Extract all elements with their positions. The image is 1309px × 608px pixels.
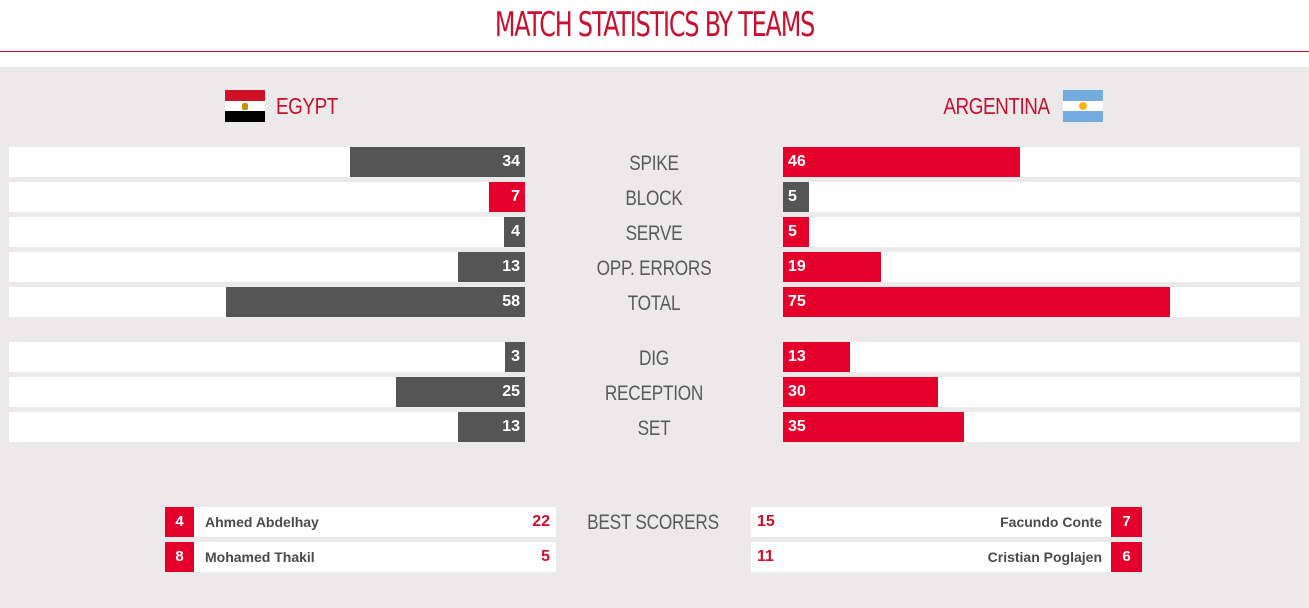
player-points: 22	[532, 513, 550, 530]
stat-value-left: 34	[502, 153, 520, 170]
stat-track-right: 46	[783, 147, 1300, 177]
stat-row: 58 TOTAL 75	[0, 287, 1309, 317]
team-name-left: EGYPT	[276, 93, 338, 119]
stat-value-right: 13	[788, 348, 806, 365]
stat-value-right: 30	[788, 383, 806, 400]
stat-label: BLOCK	[625, 187, 683, 210]
stat-value-left: 4	[511, 223, 520, 240]
stat-label: SERVE	[625, 222, 683, 245]
stat-track-left: 13	[9, 252, 525, 282]
flag-stripe	[225, 100, 265, 112]
stat-track-right: 5	[783, 217, 1300, 247]
stat-track-right: 19	[783, 252, 1300, 282]
scorer-row-right: 15 Facundo Conte 7	[751, 507, 1142, 537]
stat-row: 3 DIG 13	[0, 342, 1309, 372]
stat-track-left: 7	[9, 182, 525, 212]
stat-track-right: 30	[783, 377, 1300, 407]
stat-row: 25 RECEPTION 30	[0, 377, 1309, 407]
stat-track-right: 35	[783, 412, 1300, 442]
stat-bar-right: 35	[783, 412, 964, 442]
scorer-row-right: 11 Cristian Poglajen 6	[751, 542, 1142, 572]
flag-stripe	[225, 111, 265, 122]
stat-value-right: 5	[788, 188, 797, 205]
stat-value-left: 13	[502, 418, 520, 435]
title-header: MATCH STATISTICS BY TEAMS	[0, 0, 1309, 52]
stat-value-left: 13	[502, 258, 520, 275]
stat-label: OPP. ERRORS	[596, 257, 712, 280]
stat-value-right: 75	[788, 293, 806, 310]
stat-row: 34 SPIKE 46	[0, 147, 1309, 177]
stat-track-left: 34	[9, 147, 525, 177]
stat-label: TOTAL	[627, 292, 681, 315]
scorer-card: Ahmed Abdelhay 22	[194, 507, 556, 537]
flag-stripe	[1063, 90, 1103, 101]
stat-value-right: 5	[788, 223, 797, 240]
scorer-card: 11 Cristian Poglajen	[751, 542, 1111, 572]
stat-row: 13 OPP. ERRORS 19	[0, 252, 1309, 282]
stat-label: SET	[637, 417, 671, 440]
stat-value-right: 35	[788, 418, 806, 435]
stat-track-left: 13	[9, 412, 525, 442]
stat-track-right: 75	[783, 287, 1300, 317]
stat-value-left: 3	[511, 348, 520, 365]
stat-bar-left: 13	[457, 412, 525, 442]
stat-bar-right: 75	[783, 287, 1170, 317]
stat-bar-left: 34	[349, 147, 525, 177]
scorer-row-left: 4 Ahmed Abdelhay 22	[165, 507, 556, 537]
best-scorers-label: BEST SCORERS	[587, 511, 719, 534]
player-name: Facundo Conte	[1000, 514, 1102, 530]
stat-label: DIG	[639, 347, 669, 370]
player-name: Mohamed Thakil	[205, 549, 315, 565]
stat-value-left: 58	[502, 293, 520, 310]
stat-label: SPIKE	[629, 152, 679, 175]
stat-bar-right: 19	[783, 252, 882, 282]
flag-stripe	[225, 90, 265, 101]
stat-bar-left: 7	[488, 182, 525, 212]
argentina-flag-icon	[1063, 90, 1103, 122]
stat-bar-right: 5	[783, 182, 809, 212]
stat-bar-left: 4	[504, 217, 525, 247]
eagle-emblem-icon	[242, 102, 248, 110]
scorer-card: Mohamed Thakil 5	[194, 542, 556, 572]
stat-track-left: 3	[9, 342, 525, 372]
stat-bar-right: 30	[783, 377, 938, 407]
jersey-number: 7	[1111, 507, 1142, 537]
flag-stripe	[1063, 111, 1103, 122]
stat-track-right: 5	[783, 182, 1300, 212]
player-points: 15	[757, 513, 775, 530]
stat-track-left: 4	[9, 217, 525, 247]
stat-bar-right: 13	[783, 342, 851, 372]
stat-value-left: 7	[511, 188, 520, 205]
stat-track-left: 58	[9, 287, 525, 317]
player-points: 5	[541, 548, 550, 565]
jersey-number: 8	[165, 542, 194, 572]
scorer-card: 15 Facundo Conte	[751, 507, 1111, 537]
stat-row: 4 SERVE 5	[0, 217, 1309, 247]
stat-bar-left: 25	[396, 377, 525, 407]
player-name: Cristian Poglajen	[987, 549, 1102, 565]
player-name: Ahmed Abdelhay	[205, 514, 319, 530]
player-points: 11	[757, 548, 774, 565]
stat-row: 13 SET 35	[0, 412, 1309, 442]
stat-value-right: 19	[788, 258, 806, 275]
stat-bar-right: 5	[783, 217, 809, 247]
jersey-number: 4	[165, 507, 194, 537]
stat-value-left: 25	[502, 383, 520, 400]
sun-emblem-icon	[1079, 101, 1087, 110]
stat-value-right: 46	[788, 153, 806, 170]
stat-bar-left: 58	[225, 287, 525, 317]
stat-track-left: 25	[9, 377, 525, 407]
stat-row: 7 BLOCK 5	[0, 182, 1309, 212]
stat-label: RECEPTION	[604, 382, 704, 405]
stat-track-right: 13	[783, 342, 1300, 372]
scorer-row-left: 8 Mohamed Thakil 5	[165, 542, 556, 572]
stat-bar-right: 46	[783, 147, 1021, 177]
stat-bar-left: 13	[457, 252, 525, 282]
jersey-number: 6	[1111, 542, 1142, 572]
page-title: MATCH STATISTICS BY TEAMS	[494, 5, 815, 45]
flag-stripe	[1063, 100, 1103, 112]
team-name-right: ARGENTINA	[943, 93, 1051, 119]
egypt-flag-icon	[225, 90, 265, 122]
stat-bar-left: 3	[505, 342, 525, 372]
